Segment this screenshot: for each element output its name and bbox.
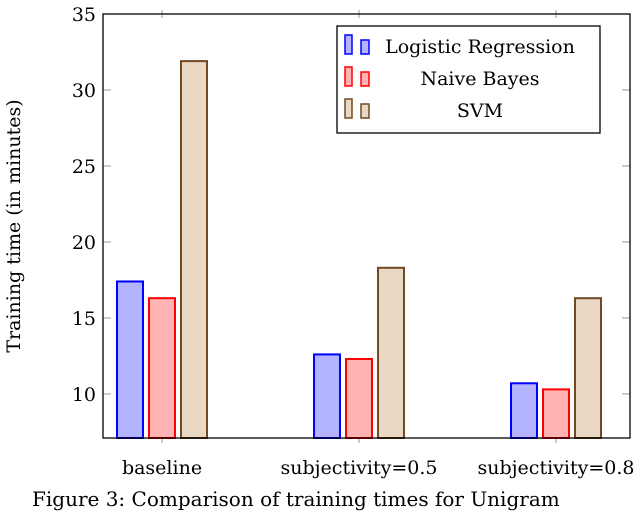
x-tick-label: subjectivity=0.5	[281, 457, 438, 479]
y-tick-label: 20	[72, 232, 96, 254]
bar-svm	[574, 297, 602, 439]
bar-naive-bayes	[148, 297, 176, 439]
legend-swatch	[360, 39, 370, 55]
y-tick-label: 10	[72, 384, 96, 406]
plot-frame	[102, 13, 631, 439]
y-axis-label: Training time (in minutes)	[3, 99, 25, 352]
bar-logistic-regression	[510, 382, 538, 439]
y-tick-label: 30	[72, 80, 96, 102]
legend-label: SVM	[457, 100, 503, 122]
bar-logistic-regression	[313, 353, 341, 439]
y-tick-label: 35	[72, 4, 96, 26]
bar-naive-bayes	[345, 357, 373, 440]
bar-logistic-regression	[116, 280, 144, 440]
x-tick-label: baseline	[122, 457, 202, 479]
y-tick-label: 15	[72, 308, 96, 330]
figure-caption: Figure 3: Comparison of training times f…	[32, 487, 560, 511]
legend-swatch	[344, 98, 353, 119]
legend: Logistic Regression Naive Bayes SVM	[336, 25, 601, 134]
x-tick-label: subjectivity=0.8	[478, 457, 635, 479]
bar-svm	[377, 266, 405, 439]
legend-swatch	[344, 66, 353, 87]
legend-swatch	[360, 71, 370, 87]
y-tick-label: 25	[72, 156, 96, 178]
legend-box	[336, 25, 601, 134]
bar-svm	[180, 60, 208, 439]
bar-naive-bayes	[542, 388, 570, 439]
legend-label: Naive Bayes	[420, 68, 539, 90]
legend-label: Logistic Regression	[385, 36, 575, 58]
legend-swatch	[344, 34, 353, 55]
legend-swatch	[360, 103, 370, 119]
